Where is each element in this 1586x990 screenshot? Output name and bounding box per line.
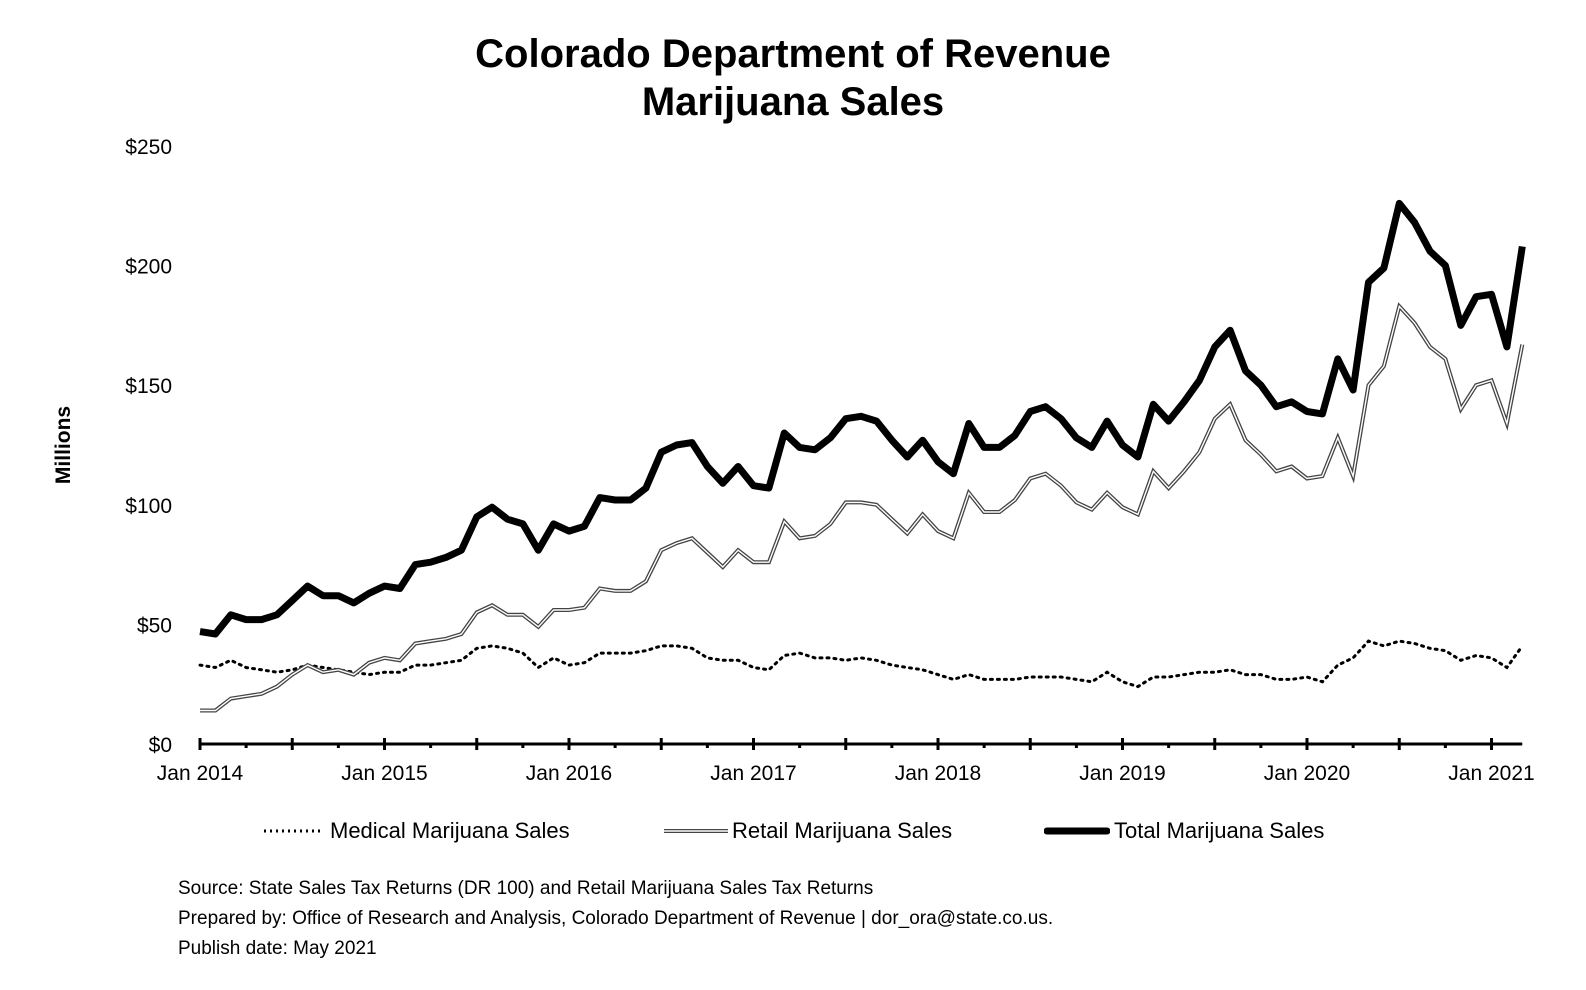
x-tick-label: Jan 2015 xyxy=(341,762,427,785)
line-chart: $0 $50 $100 $150 $200 $250 Jan 2014 Jan 2015 Ja… xyxy=(52,136,1535,785)
legend-item-total: Total Marijuana Sales xyxy=(1044,818,1324,844)
x-tick-label: Jan 2016 xyxy=(526,762,612,785)
y-tick-label: $100 xyxy=(125,495,172,518)
legend-item-medical: Medical Marijuana Sales xyxy=(262,818,570,844)
publish-date: Publish date: May 2021 xyxy=(178,938,377,959)
x-tick-label: Jan 2020 xyxy=(1264,762,1350,785)
x-tick-label: Jan 2017 xyxy=(710,762,796,785)
x-tick-label: Jan 2021 xyxy=(1448,762,1534,785)
y-tick-label: $50 xyxy=(137,614,172,637)
y-tick-label: $150 xyxy=(125,375,172,398)
prepared-note: Prepared by: Office of Research and Anal… xyxy=(178,908,1054,929)
chart-title: Colorado Department of Revenue xyxy=(475,32,1111,76)
series-line-total-marijuana-sales xyxy=(199,199,1526,638)
x-tick-label: Jan 2019 xyxy=(1079,762,1165,785)
double-line-icon xyxy=(664,829,728,833)
series-line-retail-marijuana-sales-inner xyxy=(200,304,1523,712)
legend-label-total: Total Marijuana Sales xyxy=(1114,818,1325,843)
y-tick-label: $200 xyxy=(125,256,172,279)
x-tick-label: Jan 2014 xyxy=(157,762,244,785)
y-tick-label: $0 xyxy=(149,734,172,757)
x-tick-label: Jan 2018 xyxy=(895,762,981,785)
chart-subtitle: Marijuana Sales xyxy=(641,80,945,124)
legend-label-retail: Retail Marijuana Sales xyxy=(732,818,953,843)
legend-item-retail: Retail Marijuana Sales xyxy=(664,818,952,844)
y-axis-title: Millions xyxy=(52,406,75,484)
legend-label-medical: Medical Marijuana Sales xyxy=(330,818,570,843)
series-line-medical-marijuana-sales xyxy=(198,639,1524,689)
dotted-line-icon xyxy=(264,829,324,833)
y-tick-label: $250 xyxy=(125,136,172,159)
thick-line-icon xyxy=(1044,827,1110,835)
source-note: Source: State Sales Tax Returns (DR 100)… xyxy=(178,878,874,899)
series-line-retail-marijuana-sales xyxy=(200,302,1525,713)
